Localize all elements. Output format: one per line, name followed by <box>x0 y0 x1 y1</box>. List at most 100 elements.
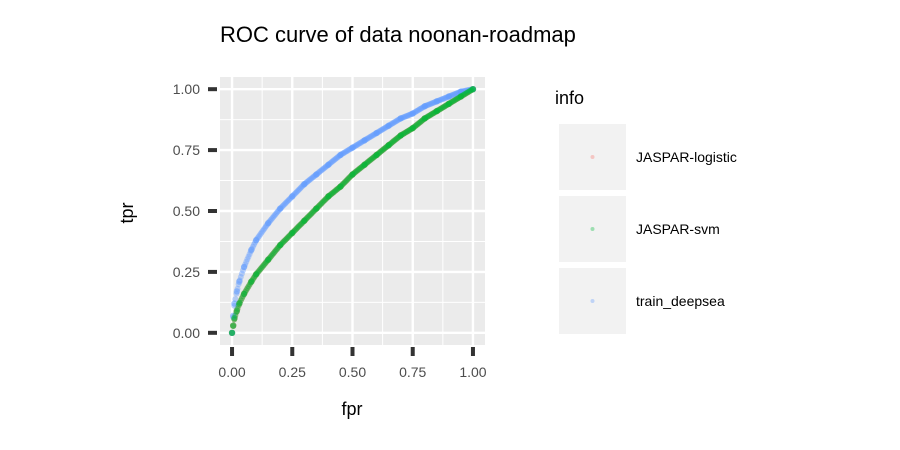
curve-point <box>405 112 412 119</box>
curve-point <box>420 116 427 123</box>
curve-point <box>414 121 421 128</box>
x-axis-title: fpr <box>341 399 362 419</box>
x-tick-label: 1.00 <box>459 364 486 380</box>
legend-key <box>559 268 626 334</box>
curve-point <box>406 111 413 118</box>
curve-point <box>258 264 265 271</box>
curve-point <box>459 92 466 99</box>
curve-point <box>245 253 252 260</box>
x-tick-label: 0.50 <box>339 364 366 380</box>
curve-point <box>358 164 365 171</box>
data-point <box>457 88 465 95</box>
data-point <box>373 129 380 137</box>
curve-point <box>370 132 377 139</box>
curve-point <box>345 147 352 154</box>
legend-key <box>559 196 626 262</box>
curve-point <box>368 156 375 163</box>
curve-point <box>349 144 356 151</box>
data-point <box>236 278 243 285</box>
curve-point <box>367 157 374 164</box>
curve-point <box>272 247 279 254</box>
curve-point <box>246 251 253 258</box>
curve-point <box>416 119 423 126</box>
data-point <box>349 144 356 151</box>
curve-point <box>291 191 298 198</box>
curve-point <box>311 173 318 180</box>
curve-point <box>334 154 341 161</box>
curve-point <box>452 96 459 103</box>
curve-point <box>296 222 303 229</box>
curve-point <box>285 233 292 240</box>
data-point <box>231 300 238 307</box>
data-point <box>252 271 260 278</box>
curve-point <box>429 100 436 107</box>
curve-point <box>381 145 388 152</box>
curve-point <box>256 232 263 239</box>
legend-swatch <box>590 299 595 303</box>
curve-point <box>242 261 249 268</box>
curve-point <box>331 156 338 163</box>
curve-point <box>260 262 267 269</box>
data-point <box>409 110 416 117</box>
y-axis: 0.00 0.25 0.50 0.75 1.00 <box>173 81 217 341</box>
legend-title: info <box>555 88 584 108</box>
y-tick-label: 0.00 <box>173 325 200 341</box>
curve-point <box>273 246 280 253</box>
curve-point <box>348 145 355 152</box>
curve-point <box>268 216 275 223</box>
series-train_deepsea <box>228 85 477 337</box>
curve-point <box>451 97 458 104</box>
curve-point <box>337 183 344 190</box>
curve-point <box>390 138 397 145</box>
curve-point <box>259 263 266 270</box>
curve-point <box>398 131 405 138</box>
series-layer <box>228 85 477 337</box>
curve-point <box>442 94 449 101</box>
data-point <box>397 115 404 122</box>
curve-point <box>243 258 250 265</box>
curve-point <box>307 211 314 218</box>
curve-point <box>356 140 363 147</box>
curve-point <box>323 195 330 202</box>
curve-point <box>417 105 424 112</box>
legend-swatch <box>590 227 595 231</box>
curve-point <box>409 125 416 132</box>
curve-point <box>403 129 410 136</box>
data-point <box>277 205 284 212</box>
curve-point <box>362 136 369 143</box>
curve-point <box>429 110 436 117</box>
curve-point <box>361 161 368 168</box>
curve-point <box>330 157 337 164</box>
curve-point <box>294 187 301 194</box>
curve-point <box>306 176 313 183</box>
curve-point <box>407 111 414 118</box>
data-point <box>349 171 356 178</box>
curve-point <box>338 151 345 158</box>
curve-point <box>377 127 384 134</box>
curve-point <box>402 129 409 136</box>
curve-point <box>307 211 314 218</box>
curve-point <box>467 87 474 94</box>
curve-point <box>327 159 334 166</box>
curve-point <box>369 132 376 139</box>
curve-point <box>393 118 400 125</box>
curve-point <box>331 188 338 195</box>
curve-point <box>241 264 248 271</box>
curve-point <box>395 116 402 123</box>
curve-point <box>444 101 451 108</box>
data-point <box>361 161 368 168</box>
curve-point <box>346 146 353 153</box>
curve-point <box>411 123 418 130</box>
curve-point <box>277 242 284 249</box>
curve-point <box>306 212 313 219</box>
curve-point <box>371 153 378 160</box>
curve-point <box>440 104 447 111</box>
curve-point <box>324 194 331 201</box>
data-point <box>236 300 243 307</box>
curve-point <box>453 90 460 97</box>
curve-point <box>363 136 370 143</box>
data-point <box>445 100 453 108</box>
curve-point <box>427 112 434 119</box>
curve-point <box>238 270 245 277</box>
curve-point <box>345 175 352 182</box>
